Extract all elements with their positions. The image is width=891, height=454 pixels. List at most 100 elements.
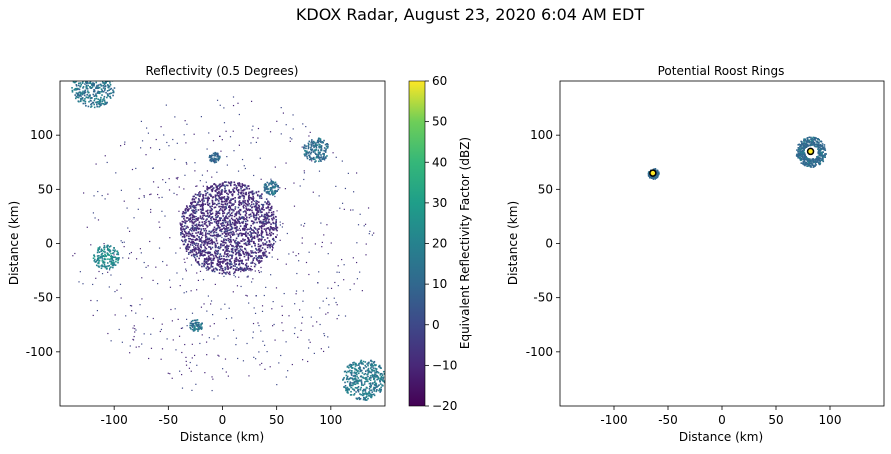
- echo-cell: [257, 260, 259, 262]
- echo-cell: [310, 149, 313, 152]
- echo-cell: [229, 206, 231, 208]
- roost-rings-x-tick-label: 0: [718, 413, 726, 427]
- echo-cell: [203, 262, 205, 264]
- echo-cell: [103, 70, 105, 72]
- echo-cell: [235, 185, 237, 187]
- echo-cell: [89, 86, 92, 89]
- echo-cell: [259, 261, 262, 263]
- echo-cell: [261, 247, 264, 249]
- echo-speckle: [234, 269, 237, 272]
- echo-cell: [191, 238, 193, 241]
- echo-cell: [208, 216, 210, 218]
- echo-cell: [271, 192, 273, 195]
- echo-speckle: [296, 272, 298, 275]
- echo-cell: [307, 147, 310, 150]
- echo-cell: [257, 238, 260, 241]
- echo-cell: [205, 221, 207, 224]
- echo-cell: [211, 154, 213, 157]
- echo-cell: [369, 367, 372, 369]
- echo-cell: [317, 141, 320, 144]
- echo-cell: [227, 217, 229, 220]
- ring-echo-cell: [806, 144, 808, 147]
- echo-cell: [110, 266, 112, 268]
- echo-speckle: [162, 179, 164, 181]
- echo-cell: [252, 212, 255, 215]
- echo-cell: [71, 89, 74, 92]
- echo-cell: [183, 233, 185, 236]
- echo-cell: [238, 253, 240, 255]
- echo-cell: [229, 222, 232, 224]
- echo-cell: [231, 227, 233, 230]
- echo-cell: [198, 236, 200, 238]
- echo-cell: [258, 262, 260, 264]
- echo-cell: [82, 81, 84, 83]
- echo-cell: [263, 251, 265, 254]
- echo-cell: [235, 256, 238, 259]
- echo-cell: [234, 271, 236, 273]
- echo-cell: [102, 90, 105, 93]
- echo-cell: [81, 97, 84, 100]
- echo-cell: [110, 257, 112, 260]
- echo-cell: [87, 90, 89, 92]
- echo-cell: [183, 217, 185, 220]
- echo-cell: [234, 199, 237, 202]
- echo-cell: [362, 363, 364, 365]
- echo-cell: [253, 216, 255, 219]
- echo-cell: [357, 370, 359, 372]
- echo-cell: [190, 227, 192, 230]
- echo-cell: [228, 210, 231, 212]
- echo-cell: [187, 226, 189, 229]
- ring-echo-cell: [811, 141, 814, 143]
- ring-echo-cell: [816, 158, 818, 161]
- echo-cell: [92, 68, 94, 70]
- echo-cell: [230, 199, 232, 202]
- echo-cell: [258, 221, 261, 224]
- ring-echo-cell: [822, 146, 824, 149]
- echo-cell: [249, 205, 252, 207]
- echo-speckle: [285, 376, 287, 378]
- echo-cell: [225, 273, 227, 275]
- echo-cell: [323, 149, 325, 152]
- echo-cell: [88, 95, 90, 98]
- echo-cell: [209, 209, 211, 212]
- echo-cell: [197, 231, 200, 233]
- echo-cell: [104, 101, 106, 103]
- echo-speckle: [122, 257, 124, 259]
- echo-cell: [206, 262, 208, 265]
- echo-cell: [192, 201, 194, 204]
- echo-cell: [315, 160, 317, 162]
- echo-cell: [263, 209, 265, 211]
- echo-cell: [230, 231, 233, 234]
- echo-cell: [194, 259, 197, 262]
- echo-cell: [237, 191, 240, 194]
- echo-cell: [367, 362, 370, 364]
- echo-cell: [219, 253, 221, 256]
- echo-speckle: [210, 300, 213, 302]
- echo-cell: [96, 76, 98, 78]
- echo-cell: [113, 256, 116, 259]
- echo-cell: [364, 377, 367, 379]
- echo-cell: [237, 229, 239, 231]
- echo-cell: [326, 155, 328, 157]
- echo-cell: [252, 195, 254, 198]
- ring-echo-cell: [803, 149, 805, 152]
- echo-speckle: [132, 339, 135, 341]
- echo-cell: [78, 100, 80, 103]
- ring-echo-cell: [823, 144, 826, 146]
- echo-cell: [239, 259, 242, 262]
- echo-cell: [307, 142, 310, 145]
- echo-cell: [100, 67, 102, 69]
- echo-cell: [189, 205, 192, 208]
- echo-cell: [364, 390, 367, 392]
- echo-speckle: [323, 335, 326, 337]
- echo-cell: [249, 213, 252, 216]
- echo-speckle: [255, 295, 258, 297]
- echo-cell: [193, 246, 195, 248]
- echo-cell: [180, 229, 183, 231]
- echo-speckle: [208, 132, 210, 134]
- echo-cell: [92, 93, 95, 96]
- echo-cell: [243, 255, 246, 258]
- ring-echo-cell: [816, 143, 818, 146]
- echo-speckle: [211, 176, 213, 178]
- echo-cell: [182, 243, 185, 246]
